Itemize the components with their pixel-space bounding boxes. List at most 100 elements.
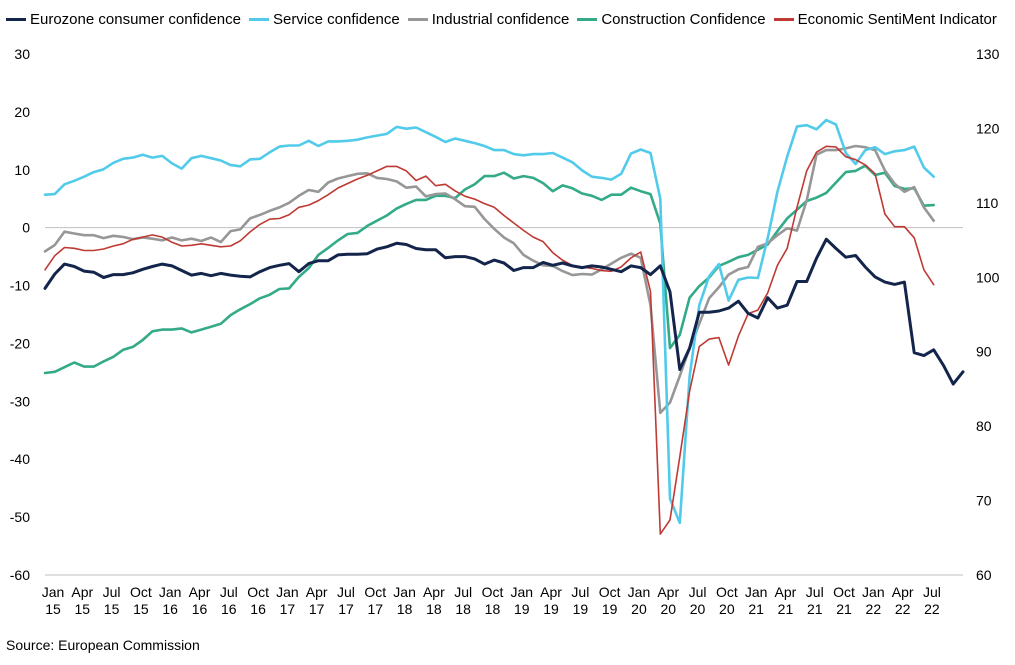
source-note: Source: European Commission xyxy=(6,637,200,653)
y-left-tick-label: 20 xyxy=(14,104,30,120)
x-tick-label-month: Jul xyxy=(689,584,707,600)
y-right-tick-label: 130 xyxy=(976,46,1000,62)
y-left-tick-label: -40 xyxy=(10,451,30,467)
x-tick-label-month: Apr xyxy=(657,584,679,600)
chart-legend: Eurozone consumer confidence Service conf… xyxy=(6,11,1005,28)
x-tick-label-month: Oct xyxy=(247,584,269,600)
x-tick-label-year: 20 xyxy=(631,601,647,617)
y-left-tick-label: -20 xyxy=(10,335,30,351)
x-tick-label-month: Oct xyxy=(130,584,152,600)
x-tick-label-year: 18 xyxy=(485,601,501,617)
x-tick-label-month: Jul xyxy=(220,584,238,600)
legend-label: Service confidence xyxy=(272,11,400,28)
x-tick-label-year: 17 xyxy=(280,601,296,617)
x-tick-label-month: Jan xyxy=(393,584,416,600)
x-tick-label-year: 21 xyxy=(778,601,794,617)
series-line-construction-confidence xyxy=(43,164,936,375)
y-left-tick-label: 10 xyxy=(14,162,30,178)
series-line-eurozone-consumer-confidence xyxy=(43,237,965,386)
x-tick-label-month: Jul xyxy=(923,584,941,600)
x-tick-label-month: Apr xyxy=(306,584,328,600)
x-tick-label-year: 20 xyxy=(660,601,676,617)
x-tick-label-year: 15 xyxy=(104,601,120,617)
legend-swatch xyxy=(577,18,598,21)
x-tick-label-month: Jan xyxy=(862,584,885,600)
x-tick-label-year: 15 xyxy=(75,601,91,617)
x-tick-label-year: 18 xyxy=(426,601,442,617)
y-right-tick-label: 90 xyxy=(976,344,992,360)
legend-label: Construction Confidence xyxy=(601,11,766,28)
x-tick-label-year: 22 xyxy=(924,601,940,617)
y-right-tick-label: 120 xyxy=(976,120,1000,136)
x-tick-label-month: Apr xyxy=(892,584,914,600)
x-tick-label-month: Jan xyxy=(276,584,299,600)
x-tick-label-month: Oct xyxy=(364,584,386,600)
y-right-tick-label: 110 xyxy=(976,195,999,211)
series-line-industrial-confidence xyxy=(43,144,936,415)
x-tick-label-year: 19 xyxy=(602,601,618,617)
x-tick-label-month: Jan xyxy=(628,584,651,600)
x-tick-label-year: 21 xyxy=(748,601,764,617)
x-tick-label-month: Jul xyxy=(337,584,355,600)
x-tick-label-year: 15 xyxy=(133,601,149,617)
legend-item: Eurozone consumer confidence xyxy=(6,11,241,28)
y-left-tick-label: -10 xyxy=(10,278,30,294)
legend-label: Industrial confidence xyxy=(431,11,570,28)
x-tick-label-month: Jul xyxy=(806,584,824,600)
series-line-economic-sentiment-indicator xyxy=(44,145,935,535)
x-tick-label-year: 18 xyxy=(455,601,471,617)
x-tick-label-year: 19 xyxy=(573,601,589,617)
y-right-tick-label: 80 xyxy=(976,418,992,434)
legend-item: Industrial confidence xyxy=(407,11,570,28)
x-tick-label-year: 21 xyxy=(807,601,823,617)
x-tick-label-year: 16 xyxy=(192,601,208,617)
x-tick-label-month: Jul xyxy=(571,584,589,600)
y-left-tick-label: -50 xyxy=(10,509,30,525)
x-tick-label-year: 18 xyxy=(397,601,413,617)
x-tick-label-month: Oct xyxy=(716,584,738,600)
x-tick-label-year: 16 xyxy=(162,601,178,617)
x-tick-label-year: 17 xyxy=(309,601,325,617)
legend-item: Economic SentiMent Indicator xyxy=(773,11,997,28)
x-tick-label-month: Jul xyxy=(103,584,121,600)
x-tick-label-year: 22 xyxy=(866,601,882,617)
x-tick-label-year: 16 xyxy=(221,601,237,617)
x-tick-label-year: 17 xyxy=(338,601,354,617)
x-tick-label-month: Jan xyxy=(42,584,65,600)
legend-label: Economic SentiMent Indicator xyxy=(797,11,997,28)
y-right-tick-label: 60 xyxy=(976,567,992,583)
y-right-tick-label: 100 xyxy=(976,269,1000,285)
legend-item: Service confidence xyxy=(248,11,400,28)
x-tick-label-year: 21 xyxy=(836,601,852,617)
x-tick-label-month: Apr xyxy=(423,584,445,600)
x-tick-label-month: Apr xyxy=(540,584,562,600)
x-tick-label-month: Oct xyxy=(599,584,621,600)
x-tick-label-month: Oct xyxy=(482,584,504,600)
x-tick-label-year: 19 xyxy=(543,601,559,617)
legend-swatch xyxy=(407,18,428,21)
x-tick-label-year: 17 xyxy=(367,601,383,617)
x-tick-label-month: Jul xyxy=(454,584,472,600)
x-tick-label-month: Jan xyxy=(159,584,182,600)
x-tick-label-year: 19 xyxy=(514,601,530,617)
legend-swatch xyxy=(6,18,26,21)
x-tick-label-month: Jan xyxy=(510,584,533,600)
y-left-tick-label: 30 xyxy=(14,46,30,62)
x-tick-label-year: 22 xyxy=(895,601,911,617)
x-tick-label-month: Oct xyxy=(833,584,855,600)
x-tick-label-month: Apr xyxy=(189,584,211,600)
x-tick-label-year: 16 xyxy=(250,601,266,617)
legend-label: Eurozone consumer confidence xyxy=(30,11,241,28)
x-tick-label-month: Apr xyxy=(71,584,93,600)
y-right-tick-label: 70 xyxy=(976,493,992,509)
y-left-tick-label: -30 xyxy=(10,393,30,409)
x-tick-label-month: Apr xyxy=(775,584,797,600)
y-left-tick-label: 0 xyxy=(22,220,30,236)
x-tick-label-month: Jan xyxy=(745,584,768,600)
y-left-tick-label: -60 xyxy=(10,567,30,583)
x-tick-label-year: 15 xyxy=(45,601,61,617)
legend-item: Construction Confidence xyxy=(577,11,766,28)
x-tick-label-year: 20 xyxy=(719,601,735,617)
legend-swatch xyxy=(248,18,269,21)
